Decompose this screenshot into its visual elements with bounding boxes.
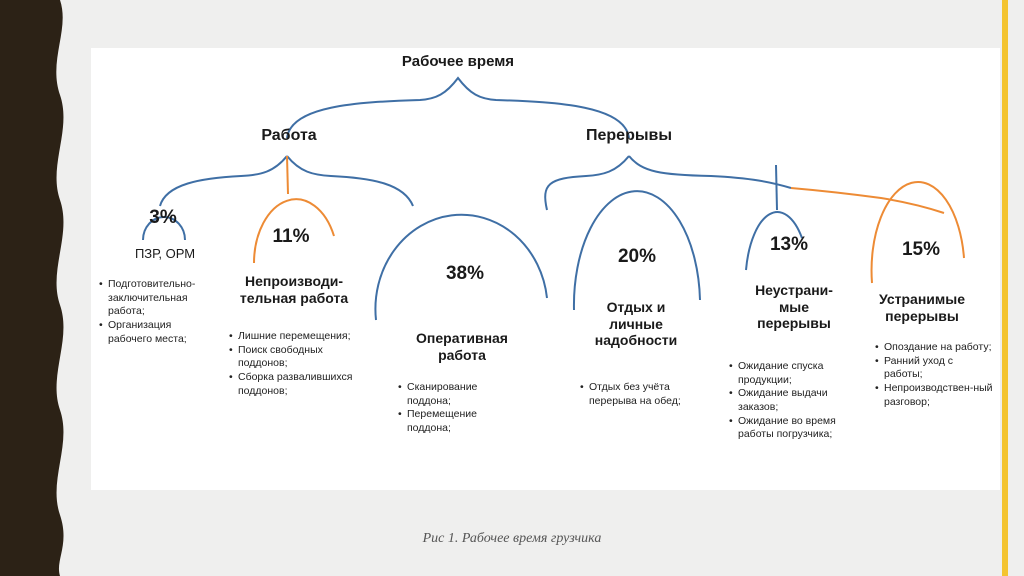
- left-decorative-band: [0, 0, 64, 576]
- category-avoidable-label: Устранимые перерывы: [879, 291, 965, 324]
- detail-item: Опоздание на работу;: [875, 341, 993, 355]
- detail-item: Сборка развалившихся поддонов;: [229, 371, 357, 398]
- category-unproductive-label: Непроизводи-тельная работа: [239, 273, 349, 306]
- diagram-connectors: [142, 76, 965, 321]
- category-unavoidable-details: Ожидание спуска продукции; Ожидание выда…: [729, 360, 855, 442]
- category-operative-details: Сканирование поддона; Перемещение поддон…: [398, 381, 516, 436]
- detail-item: Организация рабочего места;: [99, 319, 209, 346]
- diagram-panel: Рабочее время Работа Перерывы 3% ПЗР, ОР…: [91, 48, 1000, 490]
- category-operative-label: Оперативная работа: [416, 330, 508, 363]
- category-avoidable-details: Опоздание на работу; Ранний уход с работ…: [875, 341, 993, 409]
- branch-work-title: Работа: [261, 127, 317, 144]
- detail-item: Непроизводствен-ный разговор;: [875, 382, 993, 409]
- category-unproductive-percent: 11%: [272, 226, 310, 247]
- category-unavoidable-percent: 13%: [769, 234, 809, 255]
- detail-item: Подготовительно-заключительная работа;: [99, 278, 209, 319]
- category-pzr-label: ПЗР, ОРМ: [134, 246, 196, 261]
- category-rest-percent: 20%: [617, 246, 657, 267]
- category-rest-details: Отдых без учёта перерыва на обед;: [580, 381, 698, 408]
- detail-item: Сканирование поддона;: [398, 381, 516, 408]
- detail-item: Поиск свободных поддонов;: [229, 344, 357, 371]
- detail-item: Лишние перемещения;: [229, 330, 357, 344]
- root-title: Рабочее время: [401, 53, 515, 70]
- detail-item: Отдых без учёта перерыва на обед;: [580, 381, 698, 408]
- category-avoidable-percent: 15%: [901, 239, 941, 260]
- category-unproductive-details: Лишние перемещения; Поиск свободных подд…: [229, 330, 357, 398]
- detail-item: Перемещение поддона;: [398, 408, 516, 435]
- figure-caption: Рис 1. Рабочее время грузчика: [422, 531, 602, 546]
- category-unavoidable-label: Неустрани-мые перерывы: [755, 282, 833, 332]
- detail-item: Ожидание спуска продукции;: [729, 360, 855, 387]
- category-pzr-details: Подготовительно-заключительная работа; О…: [99, 278, 209, 346]
- detail-item: Ожидание выдачи заказов;: [729, 387, 855, 414]
- category-rest-label: Отдых и личные надобности: [594, 299, 678, 349]
- detail-item: Ранний уход с работы;: [875, 355, 993, 382]
- category-pzr-percent: 3%: [149, 207, 177, 228]
- right-accent-bar: [1002, 0, 1008, 576]
- category-operative-percent: 38%: [445, 263, 485, 284]
- branch-breaks-title: Перерывы: [585, 127, 673, 144]
- detail-item: Ожидание во время работы погрузчика;: [729, 415, 855, 442]
